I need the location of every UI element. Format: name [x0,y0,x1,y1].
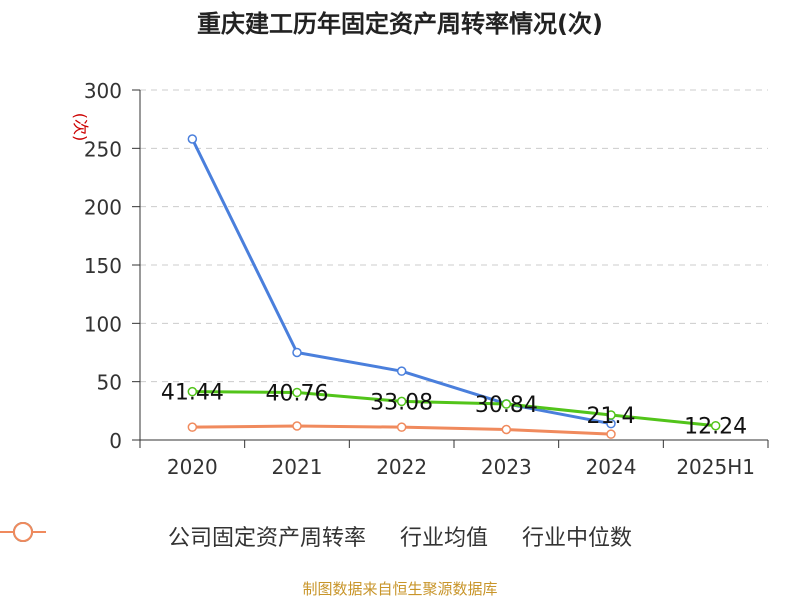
data-label: 41.44 [161,381,224,406]
data-source-note: 制图数据来自恒生聚源数据库 [302,580,498,598]
data-label: 21.4 [587,404,636,429]
y-tick-label: 150 [84,254,122,278]
data-label: 33.08 [370,390,433,415]
data-point [292,347,302,358]
data-point [396,422,407,432]
y-axis-label: (次) [71,113,90,142]
data-point [292,421,302,431]
x-tick-label: 2022 [376,455,427,479]
legend-item-industry-mean[interactable]: 行业均值 [0,520,488,552]
data-label: 12.24 [684,415,747,440]
data-point [501,424,512,435]
y-tick-label: 300 [84,79,122,103]
data-point [710,420,721,431]
y-tick-label: 0 [109,429,122,453]
y-tick-label: 200 [84,196,122,220]
y-tick-label: 50 [97,371,122,395]
data-label: 40.76 [266,381,329,406]
data-point [187,422,198,432]
data-point [606,410,616,420]
legend-marker-industry-median [0,522,46,542]
x-tick-label: 2025H1 [676,455,755,479]
x-tick-label: 2024 [586,455,637,479]
legend-label-industry-mean: 行业均值 [399,526,488,551]
legend-label-industry-median: 行业中位数 [522,526,633,551]
data-point [501,399,512,409]
data-point [396,396,407,407]
x-tick-label: 2021 [272,455,323,479]
series-line [190,138,612,426]
data-point [292,387,302,398]
legend-item-company[interactable]: 公司固定资产周转率 [0,520,366,552]
x-tick-label: 2023 [481,455,532,479]
y-tick-label: 100 [84,312,122,336]
data-point [606,429,616,439]
legend-item-industry-median[interactable]: 行业中位数 [0,520,633,552]
data-point [187,386,198,397]
x-tick-label: 2020 [167,455,218,479]
chart-title: 重庆建工历年固定资产周转率情况(次) [197,10,603,38]
data-point [187,134,198,144]
series-line [192,390,716,428]
y-tick-label: 250 [84,137,122,161]
legend-label-company: 公司固定资产周转率 [167,526,366,551]
chart-legend: 公司固定资产周转率 行业均值 行业中位数 [0,520,800,552]
data-point [396,366,407,376]
data-label: 30.84 [475,393,538,418]
